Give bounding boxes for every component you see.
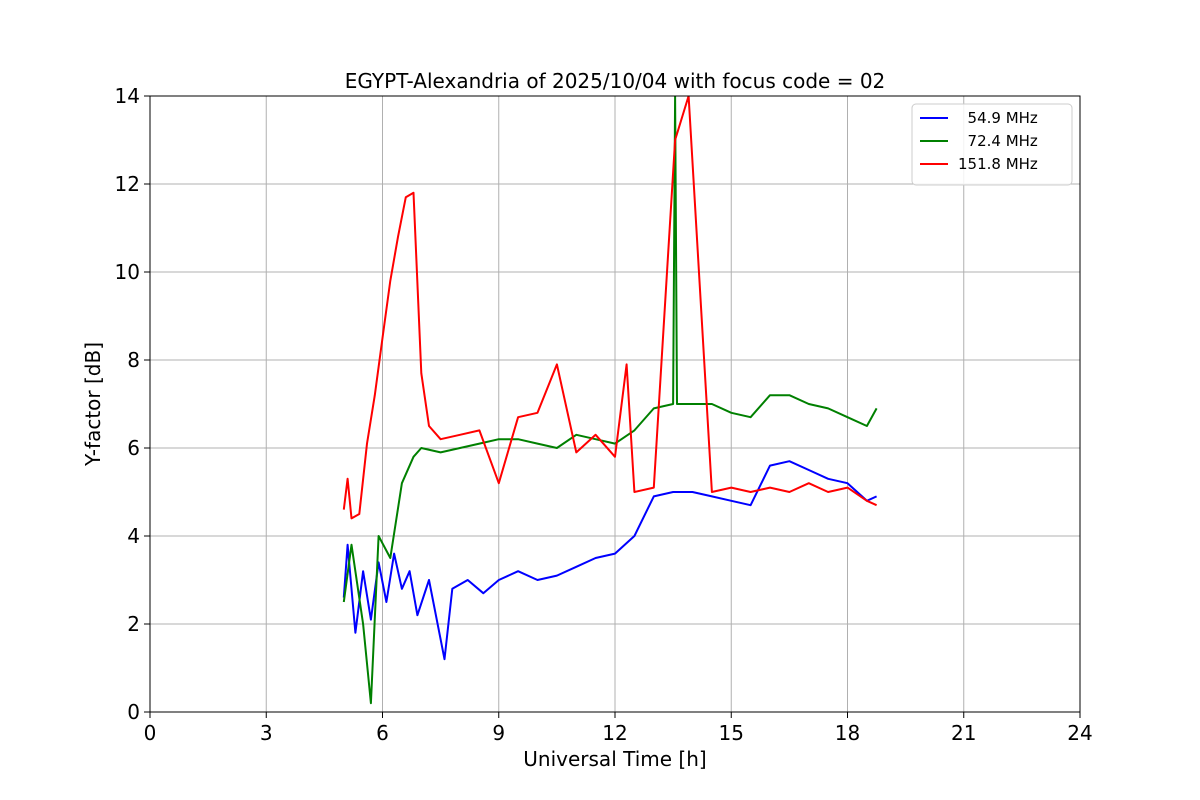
legend: 54.9 MHz 72.4 MHz 151.8 MHz bbox=[911, 103, 1073, 186]
y-tick-label: 8 bbox=[127, 348, 140, 372]
x-tick-label: 24 bbox=[1067, 721, 1092, 745]
series-layer bbox=[342, 96, 878, 705]
y-tick-label: 12 bbox=[115, 172, 140, 196]
series-line bbox=[342, 96, 878, 520]
x-tick-label: 12 bbox=[602, 721, 627, 745]
x-tick-label: 9 bbox=[492, 721, 505, 745]
y-tick-label: 10 bbox=[115, 260, 140, 284]
legend-label: 151.8 MHz bbox=[958, 155, 1038, 173]
x-tick-label: 21 bbox=[951, 721, 976, 745]
legend-label: 54.9 MHz bbox=[958, 109, 1038, 127]
y-tick-label: 2 bbox=[127, 612, 140, 636]
x-tick-label: 6 bbox=[376, 721, 389, 745]
x-tick-label: 15 bbox=[719, 721, 744, 745]
x-tick-label: 18 bbox=[835, 721, 860, 745]
y-axis-label: Y-factor [dB] bbox=[81, 342, 105, 467]
x-axis-label: Universal Time [h] bbox=[523, 747, 706, 771]
series-line bbox=[342, 96, 878, 705]
legend-box bbox=[911, 103, 1073, 186]
y-tick-label: 6 bbox=[127, 436, 140, 460]
y-tick-label: 0 bbox=[127, 700, 140, 724]
series-line bbox=[342, 460, 878, 661]
y-tick-label: 14 bbox=[115, 84, 140, 108]
chart-title: EGYPT-Alexandria of 2025/10/04 with focu… bbox=[345, 69, 886, 93]
legend-label: 72.4 MHz bbox=[958, 132, 1038, 150]
x-tick-label: 0 bbox=[144, 721, 157, 745]
y-tick-label: 4 bbox=[127, 524, 140, 548]
x-tick-label: 3 bbox=[260, 721, 273, 745]
